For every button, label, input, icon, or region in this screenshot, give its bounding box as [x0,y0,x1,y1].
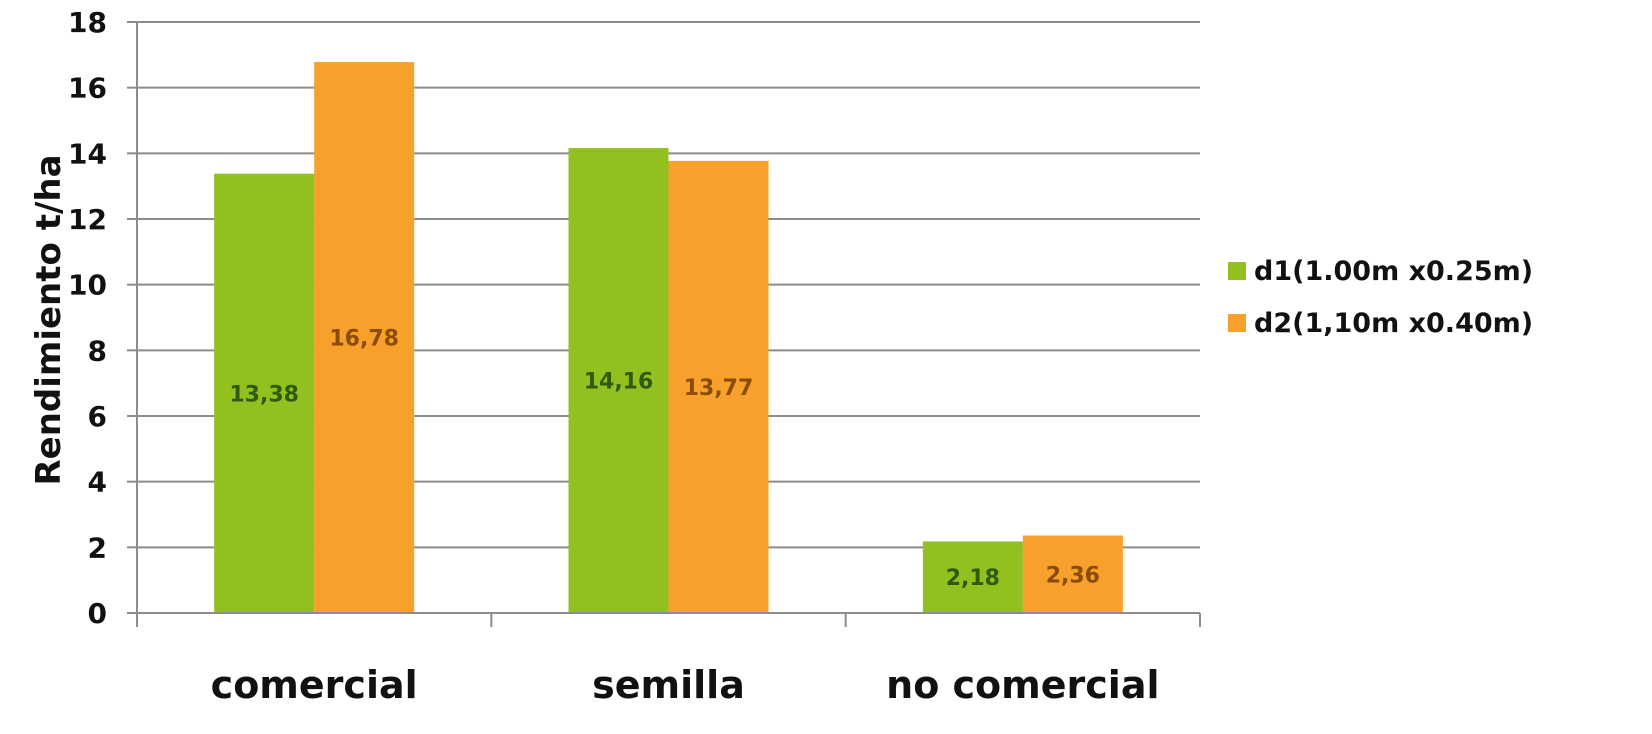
y-tick-label: 8 [88,334,107,367]
legend-swatch [1228,314,1246,332]
bar-1 [214,173,315,613]
bar-1 [922,541,1023,613]
y-tick-label: 0 [88,597,107,630]
data-label: 13,77 [684,376,754,401]
x-category-label: semilla [592,663,745,707]
y-tick-label: 2 [88,531,107,564]
y-tick-label: 14 [68,137,107,170]
bars [214,62,1123,614]
axes: 0 2 4 6 8 10 12 14 16 18 comercial semilla no comerc… [68,6,1201,707]
y-axis-label: Rendimiento t/ha [29,154,69,485]
y-tick-label: 12 [68,203,107,236]
legend-label: d2(1,10m x0.40m) [1254,308,1533,339]
x-category-label: comercial [211,663,418,707]
y-tick-label: 10 [68,269,107,302]
legend-label: d1(1.00m x0.25m) [1254,256,1533,287]
legend-swatch [1228,262,1246,280]
data-label: 13,38 [229,382,299,407]
x-category-label: no comercial [886,663,1159,707]
data-label: 2,36 [1046,563,1100,588]
data-labels: 13,38 16,78 14,16 13,77 2,18 2,36 [229,327,1100,592]
bar-2 [1022,535,1123,613]
bar-1 [568,148,669,613]
data-label: 16,78 [329,327,399,352]
y-tick-label: 18 [68,6,107,39]
data-label: 2,18 [946,566,1000,591]
data-label: 14,16 [584,370,654,395]
legend: d1(1.00m x0.25m) d2(1,10m x0.40m) [1228,256,1533,339]
y-tick-label: 4 [88,466,107,499]
y-tick-label: 16 [68,72,107,105]
y-tick-label: 6 [88,400,107,433]
bar-2 [668,160,769,613]
bar-2 [314,62,415,614]
